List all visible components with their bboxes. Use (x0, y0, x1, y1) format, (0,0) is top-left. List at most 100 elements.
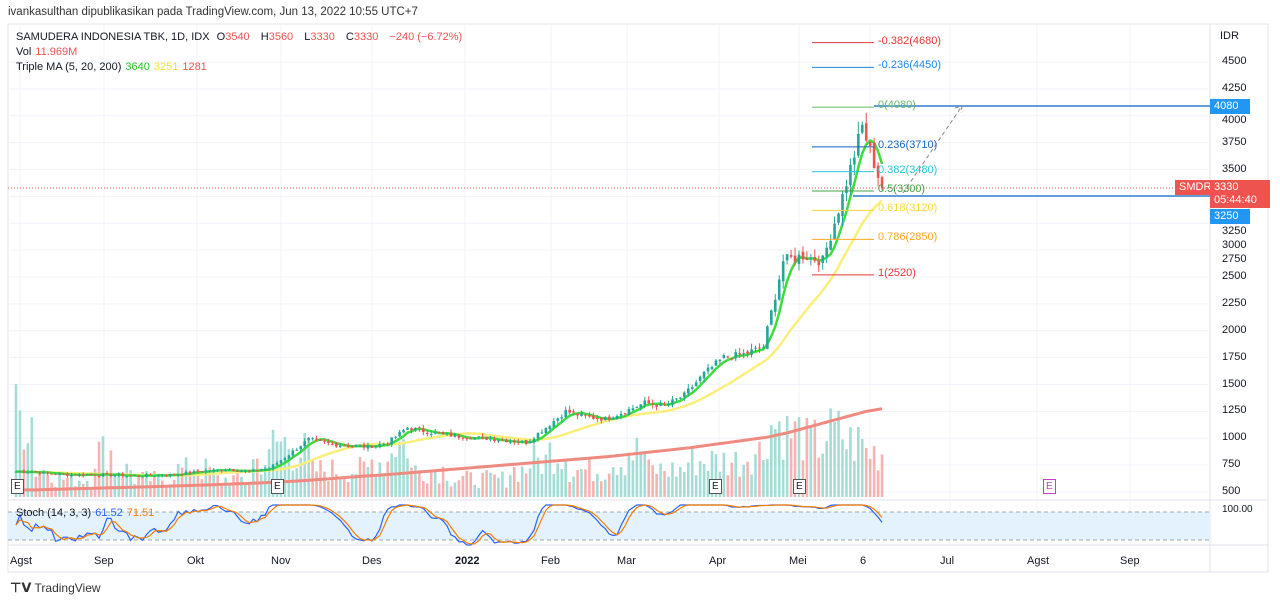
candle-body (113, 475, 117, 477)
candle-body (331, 443, 334, 445)
volume-bar (607, 473, 611, 497)
volume-bar (773, 429, 777, 497)
candle-body (718, 359, 722, 362)
candle-body (141, 476, 144, 478)
candle-body (544, 427, 548, 434)
candle-body (161, 475, 164, 477)
time-tick: Agst (1027, 555, 1050, 567)
candle-body (841, 194, 844, 217)
volume-bar (133, 483, 136, 497)
volume-bar (603, 479, 607, 497)
candle-body (398, 431, 401, 437)
candle-body (216, 469, 219, 471)
volume-bar (576, 470, 579, 497)
candle-body (58, 473, 61, 475)
candle-body (639, 404, 643, 408)
volume-bar (584, 469, 587, 497)
symbol-title[interactable]: SAMUDERA INDONESIA TBK, 1D, IDX (16, 31, 210, 43)
candle-body (722, 355, 726, 359)
volume-bar (437, 483, 441, 497)
candle-body (362, 444, 366, 448)
candle-body (710, 366, 714, 370)
candle-body (390, 437, 393, 445)
candle-body (568, 409, 571, 413)
price-tick: 1500 (1222, 377, 1247, 390)
volume-bar (125, 463, 129, 497)
ma-legend[interactable]: Triple MA (5, 20, 200) 3640 3251 1281 (16, 61, 211, 73)
volume-bar (801, 460, 805, 497)
price-tick: 1750 (1222, 350, 1247, 363)
candle-body (244, 470, 247, 472)
volume-bar (683, 471, 686, 497)
candle-body (734, 352, 738, 359)
upcoming-earnings-marker: E (1043, 479, 1056, 494)
fib-level-label: 0(4080) (878, 99, 916, 112)
candle-body (93, 474, 97, 476)
volume-bar (849, 427, 852, 497)
fib-level-label: -0.382(4680) (878, 34, 941, 47)
candle-body (667, 403, 670, 405)
volume-bar (793, 421, 797, 497)
change-value: −240 (−6.72%) (389, 31, 463, 43)
volume-bar (153, 470, 156, 497)
volume-bar (255, 458, 259, 497)
volume-bar (615, 474, 619, 497)
candle-body (350, 446, 354, 448)
volume-bar (501, 471, 504, 497)
volume-bar (560, 469, 564, 497)
currency-label: IDR (1220, 30, 1239, 42)
price-tick: 750 (1222, 458, 1241, 471)
tradingview-logo[interactable]: ⊤𝗩 TradingView (10, 580, 101, 595)
candle-body (603, 416, 607, 421)
candle-body (702, 371, 706, 379)
price-tick: 1000 (1222, 431, 1247, 444)
candle-body (422, 428, 425, 433)
volume-bar (38, 472, 42, 497)
volume-bar (702, 463, 706, 497)
candle-body (18, 471, 22, 473)
volume-bar (101, 436, 105, 497)
volume-bar (619, 467, 623, 497)
volume-bar (726, 475, 730, 497)
time-tick: Nov (271, 555, 291, 567)
candle-body (77, 474, 81, 476)
volume-bar (342, 476, 346, 497)
volume-bar (809, 426, 813, 497)
volume-bar (599, 481, 603, 497)
fib-level-label: 0.786(2850) (878, 231, 938, 244)
volume-bar (864, 447, 868, 497)
volume-bar (493, 474, 496, 497)
volume-bar (516, 481, 520, 497)
volume-bar (750, 474, 753, 497)
candle-body (524, 439, 528, 445)
volume-bar (580, 469, 583, 497)
chart-border (7, 23, 1269, 573)
candle-body (584, 414, 587, 416)
candle-body (220, 470, 223, 472)
price-tick: 3500 (1222, 162, 1247, 175)
volume-bar (307, 440, 310, 497)
price-tick: 3000 (1222, 239, 1247, 251)
volume-bar (813, 419, 817, 497)
volume-bar (172, 479, 176, 497)
candle-body (829, 240, 832, 250)
volume-bar (520, 466, 524, 497)
high-label: H (260, 31, 269, 43)
candle-body (714, 360, 718, 366)
candle-body (303, 441, 306, 446)
volume-bar (833, 421, 836, 497)
candle-body (797, 254, 801, 264)
candle-body (228, 469, 231, 471)
candle-body (576, 413, 579, 416)
candle-body (509, 441, 512, 443)
volume-bar (845, 449, 848, 497)
candle-body (196, 470, 200, 472)
volume-legend[interactable]: Vol 11.969M (16, 46, 81, 58)
stoch-legend[interactable]: Stoch (14, 3, 3) 61.52 71.51 (16, 507, 158, 519)
volume-bar (386, 461, 390, 497)
time-tick: Apr (709, 555, 727, 567)
volume-bar (259, 474, 263, 497)
volume-bar (686, 462, 690, 497)
candle-body (34, 471, 38, 473)
